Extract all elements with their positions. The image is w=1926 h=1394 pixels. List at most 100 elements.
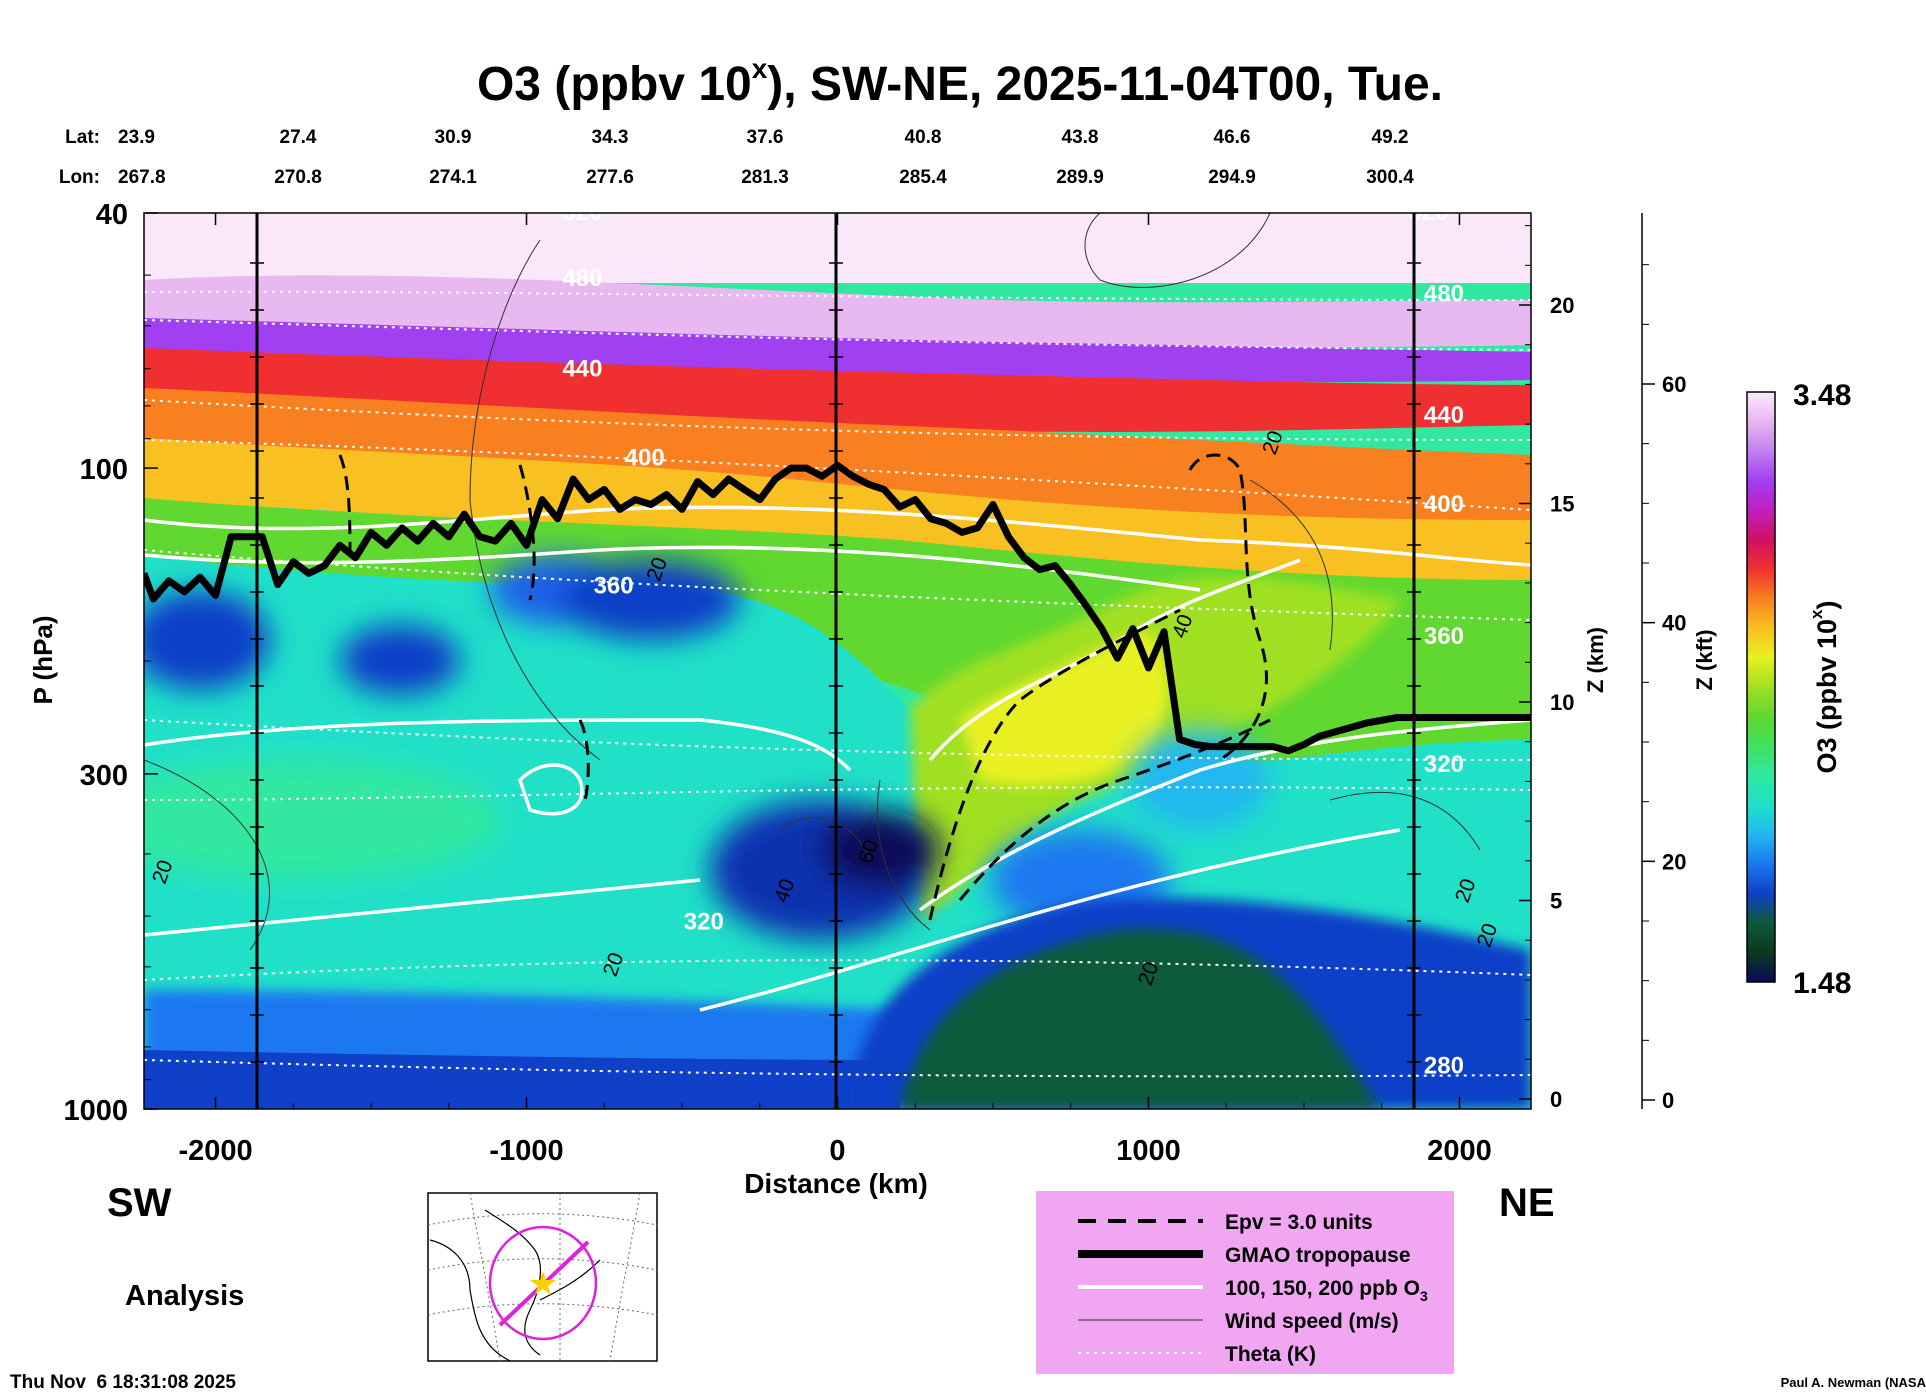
theta-label-6: 440 [1424, 402, 1464, 429]
lat-tick-7: 46.6 [1214, 127, 1251, 148]
legend-label-subscript: 3 [1420, 1288, 1428, 1304]
z-kft-axis: 0 20 40 60 [1641, 213, 1686, 1113]
chart-title-rest: ), SW-NE, 2025-11-04T00, Tue. [767, 58, 1443, 111]
x-tick-label-4: 2000 [1427, 1135, 1492, 1167]
x-axis-label: Distance (km) [744, 1168, 928, 1199]
x-tick-label-3: 1000 [1116, 1135, 1181, 1167]
theta-lines [144, 290, 1531, 1078]
analysis-label: Analysis [125, 1280, 244, 1312]
lat-tick-0: 23.9 [118, 127, 155, 148]
zkm-tick-label-2: 10 [1550, 690, 1574, 715]
chart-title-main: O3 (ppbv 10 [477, 58, 752, 111]
legend-items: Epv = 3.0 units GMAO tropopause 100, 150, … [1078, 1211, 1428, 1366]
blue-blobs [144, 555, 1270, 940]
lon-tick-3: 277.6 [586, 167, 634, 188]
legend-item-0: Epv = 3.0 units [1078, 1211, 1373, 1234]
chart-title-superscript: x [752, 53, 768, 84]
locator-map [427, 1192, 658, 1362]
lon-tick-4: 281.3 [741, 167, 789, 188]
x-tick-label-0: -2000 [178, 1135, 252, 1167]
theta-label-2: 400 [625, 444, 665, 471]
theta-label-0: 480 [562, 265, 602, 292]
y-axis-label: P (hPa) [28, 615, 58, 704]
zkft-tick-label-3: 60 [1662, 372, 1686, 397]
colorbar-title-close: ) [1812, 600, 1842, 609]
y-axis-pressure: 40 100 300 1000 [63, 199, 158, 1127]
colorbar [1746, 391, 1776, 983]
legend-item-4: Theta (K) [1078, 1343, 1316, 1366]
lon-tick-2: 274.1 [429, 167, 477, 188]
lon-tick-8: 300.4 [1366, 167, 1414, 188]
zkft-tick-label-2: 40 [1662, 611, 1686, 636]
zkm-tick-label-4: 20 [1550, 293, 1574, 318]
legend-label-2: 100, 150, 200 ppb O3 [1225, 1277, 1428, 1304]
lon-tick-0: 267.8 [118, 167, 166, 188]
zkm-tick-label-1: 5 [1550, 889, 1562, 914]
legend-label-0: Epv = 3.0 units [1225, 1211, 1373, 1234]
band-darkgreen [900, 928, 1380, 1109]
legend-label-3: Wind speed (m/s) [1225, 1310, 1399, 1333]
colorbar-max-label: 3.48 [1793, 379, 1851, 412]
lat-tick-4: 37.6 [747, 127, 784, 148]
theta-label-5: 280 [1424, 1052, 1464, 1079]
lon-tick-1: 270.8 [274, 167, 322, 188]
lat-tick-8: 49.2 [1372, 127, 1409, 148]
colorbar-title-superscript: x [1807, 609, 1826, 619]
zkm-tick-label-0: 0 [1550, 1087, 1562, 1112]
tongue-yellow [960, 630, 1169, 786]
lat-tick-1: 27.4 [280, 127, 317, 148]
theta-label-4: 320 [684, 909, 724, 936]
legend-box [1036, 1191, 1454, 1374]
theta-label-3: 360 [594, 573, 634, 600]
theta-label-10: 480 [1424, 281, 1464, 308]
z-kft-axis-label: Z (kft) [1692, 629, 1717, 690]
theta-label-9: 320 [1424, 751, 1464, 778]
z-km-axis: 0 5 10 15 20 [1519, 225, 1574, 1112]
locator-map-graticule [427, 1192, 658, 1362]
lon-tick-5: 285.4 [899, 167, 947, 188]
band-surface-blue [144, 1050, 900, 1109]
colorbar-title-main: O3 (ppbv 10 [1812, 619, 1842, 774]
colorbar-min-label: 1.48 [1793, 967, 1851, 1000]
p-tick-label-3: 1000 [63, 1095, 128, 1127]
z-km-axis-label: Z (km) [1583, 627, 1608, 693]
p-tick-label-2: 300 [80, 760, 128, 792]
zkft-tick-label-0: 0 [1662, 1088, 1674, 1113]
legend-item-2: 100, 150, 200 ppb O3 [1078, 1277, 1428, 1304]
theta-label-7: 400 [1424, 491, 1464, 518]
theta-label-12: 320 [1408, 199, 1448, 226]
theta-label-1: 440 [562, 356, 602, 383]
lat-tick-6: 43.8 [1062, 127, 1099, 148]
lat-tick-5: 40.8 [905, 127, 942, 148]
lat-tick-2: 30.9 [435, 127, 472, 148]
legend-item-3: Wind speed (m/s) [1078, 1310, 1399, 1333]
x-tick-label-1: -1000 [489, 1135, 563, 1167]
lon-tick-6: 289.9 [1056, 167, 1104, 188]
gmao-tropopause-line [144, 461, 1531, 755]
theta-label-8: 360 [1424, 623, 1464, 650]
x-axis: -2000 -1000 0 1000 2000 [178, 213, 1492, 1167]
timestamp: Thu Nov 6 18:31:08 2025 [10, 1372, 236, 1393]
locator-map-ellipse [488, 1225, 598, 1341]
legend-label-4: Theta (K) [1225, 1343, 1316, 1366]
p-tick-label-1: 100 [80, 454, 128, 486]
locator-map-star [530, 1271, 556, 1295]
lat-tick-3: 34.3 [592, 127, 629, 148]
colorbar-title: O3 (ppbv 10x) [1807, 600, 1842, 773]
sw-direction-label: SW [107, 1181, 172, 1225]
x-tick-label-2: 0 [829, 1135, 845, 1167]
legend-item-1: GMAO tropopause [1078, 1244, 1411, 1267]
chart-title: O3 (ppbv 10x), SW-NE, 2025-11-04T00, Tue… [477, 53, 1443, 111]
credit: Paul A. Newman (NASA [1781, 1375, 1926, 1390]
lat-lon-tick-labels: 23.9 27.4 30.9 34.3 37.6 40.8 43.8 46.6 49.2 267.… [118, 127, 1414, 188]
vertical-line-ticks [250, 262, 1421, 1063]
lat-label: Lat: [65, 127, 100, 148]
legend-label-1: GMAO tropopause [1225, 1244, 1411, 1267]
ne-direction-label: NE [1499, 1181, 1555, 1225]
zkm-tick-label-3: 15 [1550, 492, 1574, 517]
zkft-tick-label-1: 20 [1662, 849, 1686, 874]
theta-label-11: 320 [562, 199, 602, 226]
p-tick-label-0: 40 [96, 199, 128, 231]
